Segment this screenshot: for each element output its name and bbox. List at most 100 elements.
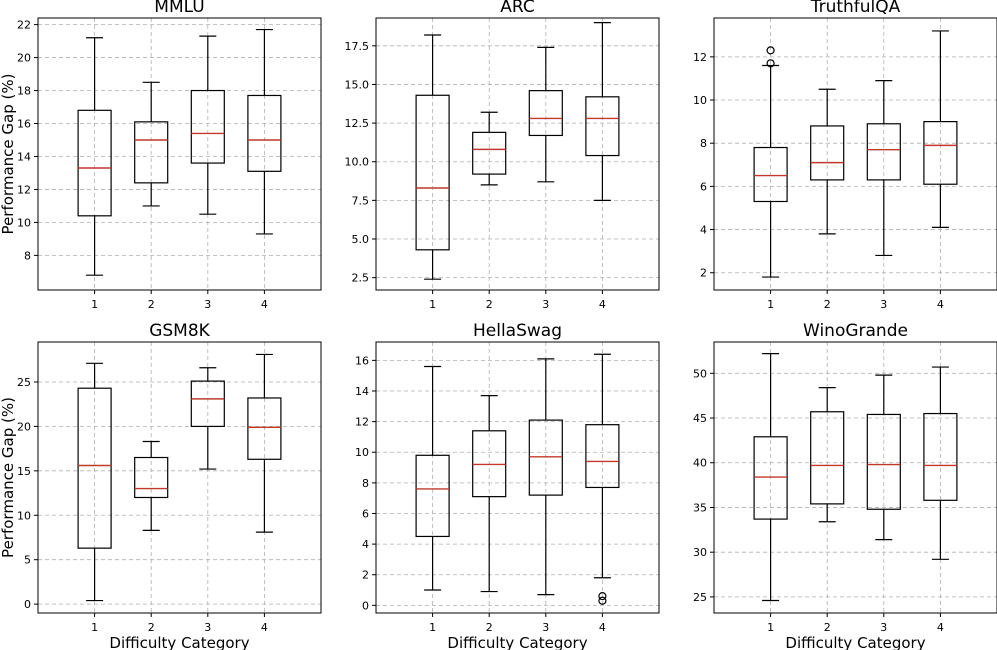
panel-1-y-tick-label: 12 xyxy=(17,183,31,196)
panel-1-x-tick-label: 2 xyxy=(148,298,155,311)
panel-3-cat-1-box xyxy=(753,146,788,203)
panel-3-x-tick-label: 3 xyxy=(880,298,887,311)
panel-4-y-axis-label: Performance Gap (%) xyxy=(0,397,17,558)
panel-3-cat-3-box xyxy=(866,123,901,181)
panel-3-cat-4-box xyxy=(923,121,958,185)
panel-5-y-tick-label: 10 xyxy=(355,446,369,459)
panel-6-y-tick-label: 30 xyxy=(693,546,707,559)
panel-2-cat-1-box xyxy=(415,94,450,251)
panel-3-y-tick-label: 4 xyxy=(700,224,707,237)
panel-1-x-tick-label: 4 xyxy=(261,298,268,311)
panel-6-y-tick-label: 50 xyxy=(693,367,707,380)
panel-6-y-tick-label: 40 xyxy=(693,457,707,470)
panel-2-x-tick-label: 2 xyxy=(486,298,493,311)
panel-5-y-tick-label: 14 xyxy=(355,385,369,398)
panel-5-title: HellaSwag xyxy=(473,321,562,341)
panel-4-y-tick-label: 5 xyxy=(24,554,31,567)
panel-5-cat-3-box xyxy=(528,419,563,496)
panel-6-y-tick-label: 25 xyxy=(693,591,707,604)
panel-1-y-tick-label: 20 xyxy=(17,52,31,65)
panel-3-y-tick-label: 12 xyxy=(693,51,707,64)
panel-3-axes-frame xyxy=(713,17,997,291)
panel-2-y-tick-label: 15.0 xyxy=(345,78,370,91)
panel-1-x-tick-label: 1 xyxy=(91,298,98,311)
panel-5-x-tick-label: 1 xyxy=(429,621,436,634)
panel-4-x-tick-label: 2 xyxy=(148,621,155,634)
panel-1-cat-3-box xyxy=(190,89,225,164)
panel-5-y-tick-label: 12 xyxy=(355,416,369,429)
panel-1-title: MMLU xyxy=(154,0,204,17)
panel-5-y-tick-label: 0 xyxy=(362,599,369,612)
panel-2-cat-3-box xyxy=(528,90,563,137)
panel-4-y-tick-label: 10 xyxy=(17,509,31,522)
panel-1-cat-4-box xyxy=(247,94,282,172)
panel-5-axes-frame xyxy=(375,341,660,614)
panel-3-y-tick-label: 2 xyxy=(700,267,707,280)
panel-2-y-tick-label: 10.0 xyxy=(345,156,370,169)
panel-2-axes-frame xyxy=(375,17,660,291)
panel-2-x-tick-label: 1 xyxy=(429,298,436,311)
panel-1-y-tick-label: 10 xyxy=(17,216,31,229)
panel-5-x-tick-label: 2 xyxy=(486,621,493,634)
panel-5-x-tick-label: 4 xyxy=(599,621,606,634)
panel-1-y-tick-label: 18 xyxy=(17,85,31,98)
panel-3-x-tick-label: 1 xyxy=(767,298,774,311)
panel-5-y-tick-label: 6 xyxy=(362,507,369,520)
panel-4-cat-3-box xyxy=(190,380,225,428)
panel-4-y-tick-label: 0 xyxy=(24,598,31,611)
panel-3-cat-2-box xyxy=(810,125,845,181)
panel-1-axes-frame xyxy=(37,17,322,291)
panel-3-y-tick-label: 8 xyxy=(700,137,707,150)
panel-6-x-tick-label: 1 xyxy=(767,621,774,634)
panel-4-x-tick-label: 4 xyxy=(261,621,268,634)
panel-3-x-tick-label: 2 xyxy=(824,298,831,311)
panel-5-x-tick-label: 3 xyxy=(542,621,549,634)
panel-2-title: ARC xyxy=(500,0,534,17)
panel-2-y-tick-label: 17.5 xyxy=(345,40,370,53)
panel-3-x-tick-label: 4 xyxy=(937,298,944,311)
panel-5-y-tick-label: 2 xyxy=(362,569,369,582)
panel-5-y-tick-label: 8 xyxy=(362,477,369,490)
panel-4-cat-2-box xyxy=(134,456,169,499)
panel-4-x-tick-label: 3 xyxy=(204,621,211,634)
panel-6-cat-4-box xyxy=(923,412,958,501)
panel-4-axes-frame xyxy=(37,341,322,614)
panel-2-y-tick-label: 12.5 xyxy=(345,117,370,130)
panel-6-cat-1-box xyxy=(753,436,788,520)
panel-4-y-tick-label: 25 xyxy=(17,376,31,389)
panel-4-y-tick-label: 15 xyxy=(17,465,31,478)
panel-3-cat-1-outlier xyxy=(766,46,775,55)
panel-5-cat-1-box xyxy=(415,454,450,538)
panel-6-x-tick-label: 3 xyxy=(880,621,887,634)
panel-2-x-tick-label: 3 xyxy=(542,298,549,311)
panel-2-cat-2-box xyxy=(472,131,507,175)
panel-1-y-axis-label: Performance Gap (%) xyxy=(0,74,17,235)
panel-6-x-tick-label: 4 xyxy=(937,621,944,634)
panel-1-cat-1-box xyxy=(77,109,112,217)
panel-1-x-tick-label: 3 xyxy=(204,298,211,311)
panel-6-cat-2-box xyxy=(810,411,845,505)
panel-4-title: GSM8K xyxy=(149,321,210,341)
panel-1-cat-2-box xyxy=(134,121,169,184)
panel-6-y-tick-label: 45 xyxy=(693,412,707,425)
panel-6-x-axis-label: Difficulty Category xyxy=(785,634,925,650)
panel-4-cat-4-box xyxy=(247,397,282,460)
panel-6-title: WinoGrande xyxy=(803,321,908,341)
panel-1-y-tick-label: 14 xyxy=(17,150,31,163)
panel-4-x-axis-label: Difficulty Category xyxy=(109,634,249,650)
panel-5-cat-4-outlier xyxy=(598,592,607,601)
panel-1-y-tick-label: 8 xyxy=(24,249,31,262)
panel-5-y-tick-label: 4 xyxy=(362,538,369,551)
panel-1-y-tick-label: 22 xyxy=(17,19,31,32)
panel-5-cat-2-box xyxy=(472,430,507,498)
panel-2-cat-4-box xyxy=(585,96,620,157)
panel-6-axes-frame xyxy=(713,341,997,614)
panel-5-cat-4-box xyxy=(585,424,620,489)
panel-4-cat-1-box xyxy=(77,387,112,549)
panel-2-x-tick-label: 4 xyxy=(599,298,606,311)
panel-3-y-tick-label: 10 xyxy=(693,94,707,107)
panel-5-cat-4-outlier xyxy=(598,596,607,605)
panel-3-title: TruthfulQA xyxy=(810,0,901,17)
panel-4-y-tick-label: 20 xyxy=(17,420,31,433)
